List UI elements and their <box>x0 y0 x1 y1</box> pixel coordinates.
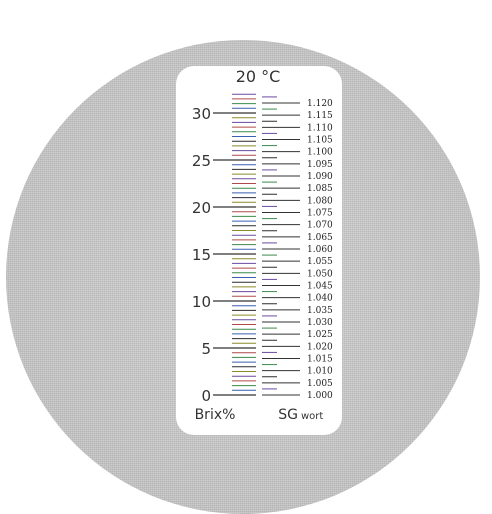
sg-tick-label: 1.000 <box>307 391 333 401</box>
sg-tick-label: 1.020 <box>307 342 333 352</box>
sg-tick-label: 1.015 <box>307 355 333 365</box>
sg-axis-sublabel: wort <box>301 411 323 422</box>
sg-tick-label: 1.005 <box>307 379 333 389</box>
sg-tick-label: 1.045 <box>307 282 333 292</box>
sg-ticks <box>262 96 300 396</box>
sg-tick-label: 1.010 <box>307 367 333 377</box>
sg-tick-label: 1.065 <box>307 233 333 243</box>
sg-tick-label: 1.110 <box>307 123 333 133</box>
sg-tick-label: 1.055 <box>307 257 333 267</box>
temperature-label: 20 °C <box>236 67 281 86</box>
sg-tick-label: 1.100 <box>307 148 333 158</box>
brix-tick-label: 5 <box>201 340 211 358</box>
refractometer-view: 20 °C 0 5 10 15 20 25 30 1.000 1.005 1.010 1.015 1… <box>6 40 480 514</box>
brix-ticks <box>213 93 256 396</box>
sg-tick-label: 1.085 <box>307 184 333 194</box>
brix-tick-label: 0 <box>201 387 211 405</box>
sg-axis-label: SG <box>278 407 298 423</box>
brix-tick-label: 15 <box>192 246 211 264</box>
sg-tick-label: 1.095 <box>307 160 333 170</box>
sg-tick-label: 1.090 <box>307 172 333 182</box>
brix-tick-label: 30 <box>192 105 211 123</box>
sg-tick-label: 1.115 <box>307 111 333 121</box>
sg-tick-label: 1.070 <box>307 221 333 231</box>
sg-tick-label: 1.040 <box>307 294 333 304</box>
sg-tick-label: 1.080 <box>307 196 333 206</box>
sg-tick-label: 1.060 <box>307 245 333 255</box>
sg-tick-label: 1.050 <box>307 269 333 279</box>
brix-tick-label: 10 <box>192 293 211 311</box>
sg-tick-label: 1.075 <box>307 209 333 219</box>
sg-tick-label: 1.120 <box>307 99 333 109</box>
brix-labels: 0 5 10 15 20 25 30 <box>192 105 211 405</box>
sg-labels: 1.000 1.005 1.010 1.015 1.020 1.025 1.030 1.035… <box>307 99 333 401</box>
brix-tick-label: 25 <box>192 152 211 170</box>
sg-tick-label: 1.105 <box>307 136 333 146</box>
sg-tick-label: 1.035 <box>307 306 333 316</box>
scale-panel <box>176 66 342 435</box>
brix-axis-label: Brix% <box>195 407 236 423</box>
sg-tick-label: 1.030 <box>307 318 333 328</box>
sg-tick-label: 1.025 <box>307 330 333 340</box>
brix-tick-label: 20 <box>192 199 211 217</box>
